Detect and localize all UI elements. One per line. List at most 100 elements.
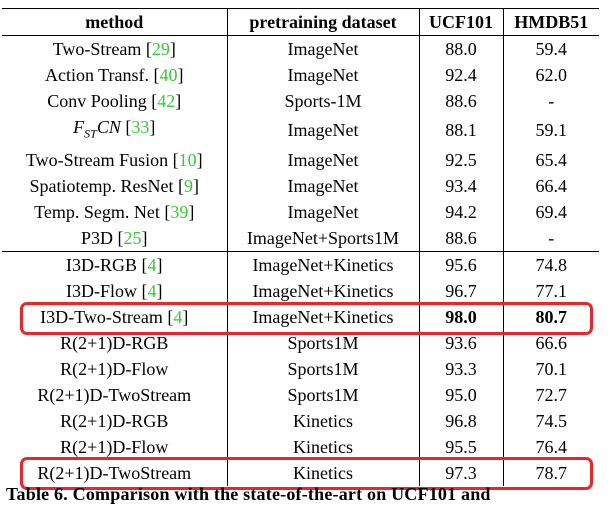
pretraining-dataset-cell: Sports1M [227, 381, 420, 408]
method-name: I3D-Flow [66, 280, 137, 301]
citation-link[interactable]: 40 [159, 65, 178, 85]
ucf101-score-cell: 92.5 [419, 146, 504, 173]
hmdb51-score-cell: - [548, 227, 555, 248]
pretraining-dataset-cell: Kinetics [227, 459, 420, 486]
citation-link[interactable]: 33 [131, 117, 150, 137]
col-header-method: method [2, 8, 228, 36]
pretraining-dataset-cell: ImageNet [227, 114, 420, 147]
method-name: I3D-RGB [66, 254, 137, 275]
method-name: P3D [80, 227, 113, 248]
hmdb51-score-cell: 69.4 [535, 201, 568, 222]
table-row: P3D [25] ImageNet+Sports1M 88.6 - [2, 224, 599, 252]
method-name: I3D-Two-Stream [40, 306, 163, 327]
table-row: R(2+1)D-RGB Kinetics 96.8 74.5 [2, 407, 599, 434]
citation-link[interactable]: 42 [157, 91, 176, 111]
ucf101-score-cell: 95.5 [419, 433, 504, 460]
ucf101-score-cell: 88.6 [419, 88, 504, 114]
citation-link[interactable]: 29 [151, 39, 170, 59]
ucf101-score-cell: 95.6 [419, 250, 504, 278]
ucf101-score-cell: 94.2 [419, 198, 504, 225]
table-row: I3D-RGB [4] ImageNet+Kinetics 95.6 74.8 [2, 250, 599, 278]
method-cell: Spatiotemp. ResNet [9] [2, 172, 228, 199]
pretraining-dataset-cell: ImageNet [227, 172, 420, 199]
method-cell: R(2+1)D-TwoStream [2, 459, 228, 486]
pretraining-dataset-cell: ImageNet+Kinetics [227, 277, 420, 304]
hmdb51-score-cell: 72.7 [535, 384, 568, 405]
method-name: R(2+1)D-RGB [60, 332, 169, 353]
ucf101-score-cell: 93.4 [419, 172, 504, 199]
method-name: Two-Stream [52, 39, 142, 59]
highlight-box-i3d-two-stream [20, 302, 593, 335]
method-cell: R(2+1)D-Flow [2, 355, 228, 382]
table-row: FSTCN [33] ImageNet 88.1 59.1 [2, 114, 599, 147]
method-cell: P3D [25] [2, 224, 228, 252]
method-subscript: ST [84, 126, 97, 141]
method-cell: R(2+1)D-Flow [2, 433, 228, 460]
hmdb51-score-cell: 78.7 [535, 462, 568, 483]
method-cell: Action Transf. [40] [2, 62, 228, 88]
table-row: Action Transf. [40] ImageNet 92.4 62.0 [2, 62, 599, 88]
citation-link[interactable]: 25 [123, 227, 142, 248]
pretraining-dataset-cell: Sports-1M [227, 88, 420, 114]
method-name: Two-Stream Fusion [25, 149, 169, 170]
method-name-tail: CN [96, 117, 121, 137]
hmdb51-score-cell: 80.7 [535, 306, 568, 327]
table-row: Conv Pooling [42] Sports-1M 88.6 - [2, 88, 599, 114]
method-cell: I3D-Flow [4] [2, 277, 228, 304]
citation-link[interactable]: 4 [173, 306, 183, 327]
table-row: I3D-Flow [4] ImageNet+Kinetics 96.7 77.1 [2, 277, 599, 304]
method-cell: I3D-RGB [4] [2, 250, 228, 278]
method-cell: Two-Stream [29] [2, 35, 228, 62]
hmdb51-score-cell: 76.4 [535, 436, 568, 457]
citation-link[interactable]: 10 [178, 149, 197, 170]
pretraining-dataset-cell: Sports1M [227, 355, 420, 382]
table-row: I3D-Two-Stream [4] ImageNet+Kinetics 98.0 8… [2, 303, 599, 330]
hmdb51-score-cell: 70.1 [535, 358, 568, 379]
ucf101-score-cell: 97.3 [419, 459, 504, 486]
pretraining-dataset-cell: Kinetics [227, 407, 420, 434]
pretraining-dataset-cell: ImageNet [227, 35, 420, 62]
pretraining-dataset-cell: ImageNet [227, 198, 420, 225]
method-cell: R(2+1)D-RGB [2, 407, 228, 434]
table-row: Temp. Segm. Net [39] ImageNet 94.2 69.4 [2, 198, 599, 225]
pretraining-dataset-cell: ImageNet+Kinetics [227, 250, 420, 278]
ucf101-score-cell: 88.6 [419, 224, 504, 252]
hmdb51-score-cell: - [548, 91, 555, 111]
hmdb51-score-cell: 66.6 [535, 332, 568, 353]
hmdb51-score-cell: 62.0 [535, 65, 568, 85]
method-name: R(2+1)D-RGB [60, 410, 169, 431]
hmdb51-score-cell: 59.4 [535, 39, 568, 59]
highlight-box-r21d-twostream-kinetics [20, 457, 593, 490]
method-name: R(2+1)D-Flow [60, 358, 169, 379]
ucf101-score-cell: 95.0 [419, 381, 504, 408]
method-cell: FSTCN [33] [2, 114, 228, 147]
method-name: Temp. Segm. Net [34, 201, 160, 222]
table-row: R(2+1)D-Flow Sports1M 93.3 70.1 [2, 355, 599, 382]
ucf101-score-cell: 92.4 [419, 62, 504, 88]
method-name: R(2+1)D-TwoStream [37, 384, 192, 405]
ucf101-score-cell: 96.7 [419, 277, 504, 304]
pretraining-dataset-cell: Kinetics [227, 433, 420, 460]
table-row: R(2+1)D-TwoStream Sports1M 95.0 72.7 [2, 381, 599, 408]
results-table: method pretraining dataset UCF101 HMDB51… [2, 8, 599, 486]
method-name: R(2+1)D-Flow [60, 436, 169, 457]
table-row: R(2+1)D-Flow Kinetics 95.5 76.4 [2, 433, 599, 460]
col-header-pretraining-dataset: pretraining dataset [227, 8, 420, 36]
hmdb51-score-cell: 59.1 [535, 120, 568, 141]
citation-link[interactable]: 4 [147, 280, 157, 301]
pretraining-dataset-cell: ImageNet+Kinetics [227, 303, 420, 330]
table-caption: Table 6. Comparison with the state-of-th… [6, 484, 491, 504]
citation-link[interactable]: 4 [147, 254, 157, 275]
citation-link[interactable]: 39 [170, 201, 189, 222]
citation-link[interactable]: 9 [183, 175, 193, 196]
ucf101-score-cell: 88.1 [419, 114, 504, 147]
ucf101-score-cell: 98.0 [419, 303, 504, 330]
ucf101-score-cell: 88.0 [419, 35, 504, 62]
method-cell: Conv Pooling [42] [2, 88, 228, 114]
pretraining-dataset-cell: ImageNet [227, 146, 420, 173]
hmdb51-score-cell: 77.1 [535, 280, 568, 301]
table-row: Spatiotemp. ResNet [9] ImageNet 93.4 66.4 [2, 172, 599, 199]
pretraining-dataset-cell: ImageNet+Sports1M [227, 224, 420, 252]
method-cell: Temp. Segm. Net [39] [2, 198, 228, 225]
table-row: R(2+1)D-TwoStream Kinetics 97.3 78.7 [2, 459, 599, 486]
